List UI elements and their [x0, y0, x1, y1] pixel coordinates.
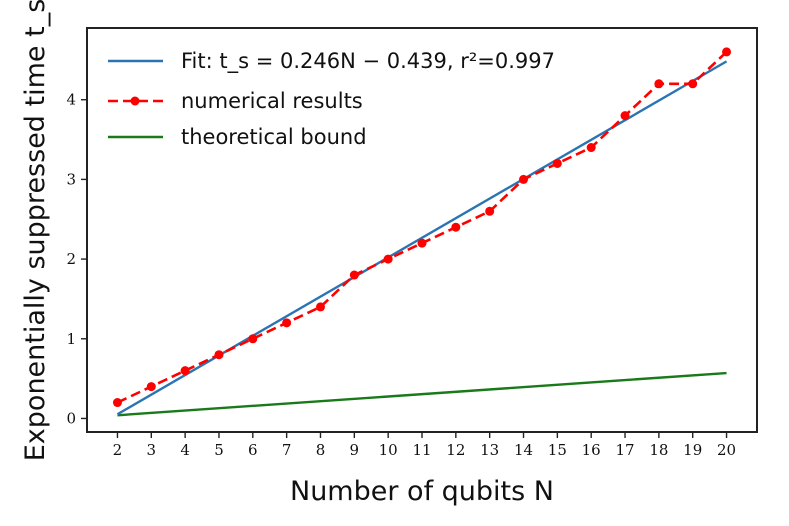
y-tick-label: 0: [66, 409, 76, 427]
x-tick-label: 4: [180, 441, 190, 459]
x-tick-label: 2: [113, 441, 123, 459]
x-tick-label: 10: [379, 441, 398, 459]
data-point: [519, 174, 529, 184]
x-tick-label: 6: [248, 441, 258, 459]
legend-label-0: Fit: t_s = 0.246N − 0.439, r²=0.997: [181, 49, 555, 74]
x-tick-label: 19: [683, 441, 702, 459]
data-point: [146, 382, 156, 392]
x-tick-label: 3: [147, 441, 157, 459]
x-tick-label: 7: [282, 441, 292, 459]
x-tick-label: 5: [214, 441, 224, 459]
data-point: [248, 334, 258, 344]
data-point: [214, 350, 224, 360]
x-tick-label: 17: [615, 441, 634, 459]
y-tick-label: 1: [66, 330, 76, 348]
series-line-2: [117, 371, 727, 417]
y-axis-title: Exponentially suppressed time t_s: [20, 0, 51, 461]
x-tick-label: 16: [582, 441, 601, 459]
plot-frame: [86, 27, 758, 433]
y-tick-label: 3: [66, 170, 76, 188]
legend-label-2: theoretical bound: [181, 125, 367, 149]
x-tick-label: 13: [480, 441, 499, 459]
data-point: [315, 302, 325, 312]
data-point: [451, 222, 461, 232]
data-point: [722, 47, 732, 57]
x-tick-label: 15: [548, 441, 567, 459]
data-point: [417, 238, 427, 248]
series-layer: [112, 47, 732, 417]
data-point: [654, 79, 664, 89]
data-point: [688, 79, 698, 89]
data-point: [586, 143, 596, 153]
y-tick-label: 2: [66, 250, 76, 268]
data-point: [180, 366, 190, 376]
y-tick-label: 4: [66, 91, 76, 109]
data-point: [349, 270, 359, 280]
x-tick-label: 18: [649, 441, 668, 459]
legend-label-1: numerical results: [181, 89, 363, 113]
data-point: [282, 318, 292, 328]
x-tick-label: 8: [316, 441, 326, 459]
legend: Fit: t_s = 0.246N − 0.439, r²=0.997 numer…: [108, 49, 555, 149]
data-point: [485, 206, 495, 216]
x-tick-label: 14: [514, 441, 533, 459]
data-point: [383, 254, 393, 264]
x-tick-label: 20: [717, 441, 736, 459]
legend-marker: [130, 96, 140, 106]
data-point: [620, 111, 630, 121]
x-tick-label: 9: [350, 441, 360, 459]
x-tick-label: 11: [412, 441, 431, 459]
data-point: [552, 158, 562, 168]
x-axis-title: Number of qubits N: [290, 476, 554, 507]
x-tick-label: 12: [446, 441, 465, 459]
data-point: [112, 398, 122, 408]
